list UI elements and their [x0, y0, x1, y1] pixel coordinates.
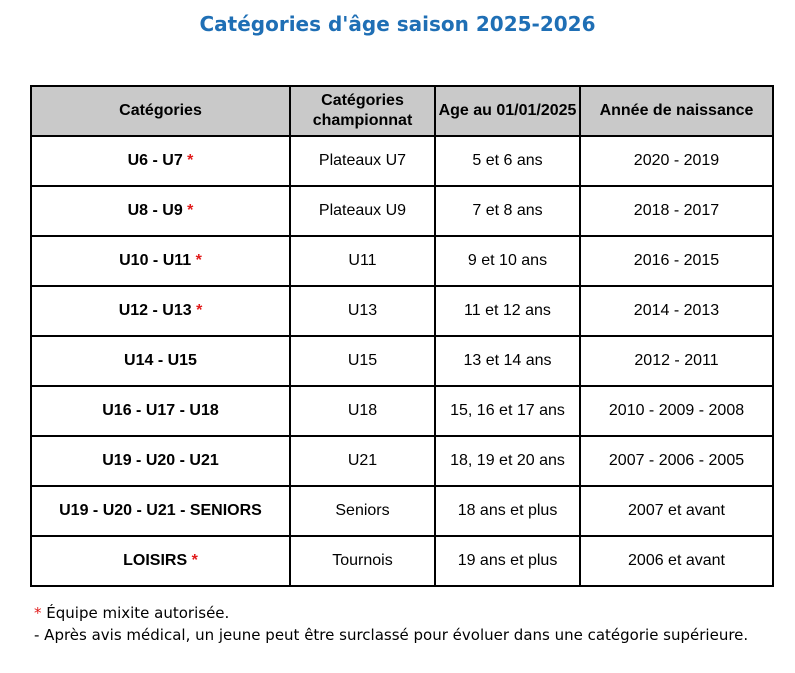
cell-categorie-text: U19 - U20 - U21 - SENIORS — [59, 502, 262, 519]
cell-championnat: U21 — [289, 435, 436, 487]
cell-categorie: U6 - U7 * — [30, 135, 291, 187]
table-row: U12 - U13 * U13 11 et 12 ans 2014 - 2013 — [30, 285, 774, 337]
cell-categorie: U19 - U20 - U21 - SENIORS — [30, 485, 291, 537]
cell-championnat: Plateaux U7 — [289, 135, 436, 187]
cell-categorie-text: U6 - U7 — [127, 152, 183, 169]
cell-naissance: 2006 et avant — [579, 535, 774, 587]
cell-categorie: U12 - U13 * — [30, 285, 291, 337]
cell-naissance: 2007 et avant — [579, 485, 774, 537]
mixite-star: * — [187, 152, 194, 169]
cell-naissance-text: 2012 - 2011 — [634, 352, 719, 369]
cell-categorie: U14 - U15 — [30, 335, 291, 387]
footnote-mixite: * Équipe mixite autorisée. — [34, 602, 774, 624]
cell-age: 11 et 12 ans — [434, 285, 581, 337]
cell-age-text: 9 et 10 ans — [467, 252, 548, 269]
header-categories: Catégories — [30, 85, 291, 137]
table-row: U14 - U15 U15 13 et 14 ans 2012 - 2011 — [30, 335, 774, 387]
cell-categorie: U10 - U11 * — [30, 235, 291, 287]
cell-age: 7 et 8 ans — [434, 185, 581, 237]
cell-age-text: 7 et 8 ans — [472, 202, 543, 219]
cell-naissance: 2010 - 2009 - 2008 — [579, 385, 774, 437]
header-categories-championnat: Catégories championnat — [289, 85, 436, 137]
cell-naissance: 2016 - 2015 — [579, 235, 774, 287]
cell-championnat: Seniors — [289, 485, 436, 537]
cell-categorie-text: U14 - U15 — [124, 352, 197, 369]
cell-naissance: 2014 - 2013 — [579, 285, 774, 337]
cell-naissance: 2018 - 2017 — [579, 185, 774, 237]
header-annee-naissance: Année de naissance — [579, 85, 774, 137]
cell-championnat-text: U21 — [347, 452, 378, 469]
mixite-star: * — [195, 252, 202, 269]
footnote-mixite-text: Équipe mixite autorisée. — [41, 604, 230, 622]
mixite-star: * — [187, 202, 194, 219]
table-row: U19 - U20 - U21 U21 18, 19 et 20 ans 2007 … — [30, 435, 774, 487]
table-row: U19 - U20 - U21 - SENIORS Seniors 18 ans … — [30, 485, 774, 537]
categories-table: Catégories Catégories championnat Age au… — [30, 85, 774, 587]
cell-championnat-text: U11 — [348, 252, 377, 269]
cell-age-text: 18 ans et plus — [457, 502, 558, 519]
cell-age-text: 19 ans et plus — [457, 552, 558, 569]
footnotes: * Équipe mixite autorisée. - Après avis … — [34, 602, 774, 646]
cell-naissance-text: 2016 - 2015 — [633, 252, 720, 269]
cell-championnat-text: Plateaux U9 — [318, 202, 407, 219]
cell-age-text: 13 et 14 ans — [463, 352, 552, 369]
cell-championnat-text: Seniors — [335, 502, 390, 519]
cell-championnat-text: U15 — [347, 352, 378, 369]
cell-categorie: U8 - U9 * — [30, 185, 291, 237]
cell-age-text: 18, 19 et 20 ans — [450, 452, 565, 469]
cell-age-text: 11 et 12 ans — [464, 302, 551, 319]
table-row: U10 - U11 * U11 9 et 10 ans 2016 - 2015 — [30, 235, 774, 287]
cell-categorie-text: U10 - U11 — [119, 252, 192, 269]
cell-championnat-text: U18 — [347, 402, 378, 419]
cell-naissance: 2007 - 2006 - 2005 — [579, 435, 774, 487]
footnote-surclassement: - Après avis médical, un jeune peut être… — [34, 626, 749, 644]
table-row: LOISIRS * Tournois 19 ans et plus 2006 et a… — [30, 535, 774, 587]
cell-naissance-text: 2006 et avant — [628, 552, 725, 569]
table-row: U6 - U7 * Plateaux U7 5 et 6 ans 2020 - 201… — [30, 135, 774, 187]
cell-naissance-text: 2007 - 2006 - 2005 — [608, 452, 745, 469]
cell-age: 19 ans et plus — [434, 535, 581, 587]
cell-championnat-text: U13 — [347, 302, 378, 319]
table-header-row: Catégories Catégories championnat Age au… — [30, 85, 774, 137]
cell-championnat: Plateaux U9 — [289, 185, 436, 237]
cell-age: 15, 16 et 17 ans — [434, 385, 581, 437]
cell-categorie-text: U12 - U13 — [118, 302, 192, 319]
cell-naissance: 2020 - 2019 — [579, 135, 774, 187]
table-row: U16 - U17 - U18 U18 15, 16 et 17 ans 2010 … — [30, 385, 774, 437]
header-age: Age au 01/01/2025 — [434, 85, 581, 137]
cell-categorie-text: U16 - U17 - U18 — [102, 402, 219, 419]
cell-naissance-text: 2018 - 2017 — [633, 202, 720, 219]
cell-championnat-text: Plateaux U7 — [318, 152, 407, 169]
table-row: U8 - U9 * Plateaux U9 7 et 8 ans 2018 - 201… — [30, 185, 774, 237]
cell-age: 18 ans et plus — [434, 485, 581, 537]
cell-naissance: 2012 - 2011 — [579, 335, 774, 387]
cell-championnat: U18 — [289, 385, 436, 437]
cell-categorie: U19 - U20 - U21 — [30, 435, 291, 487]
cell-championnat-text: Tournois — [332, 552, 393, 569]
cell-categorie: U16 - U17 - U18 — [30, 385, 291, 437]
cell-categorie-text: U8 - U9 — [127, 202, 183, 219]
cell-age-text: 15, 16 et 17 ans — [450, 402, 565, 419]
footnote-star: * — [34, 604, 42, 622]
cell-age: 18, 19 et 20 ans — [434, 435, 581, 487]
cell-age: 5 et 6 ans — [434, 135, 581, 187]
cell-categorie-text: LOISIRS — [123, 552, 188, 569]
cell-categorie-text: U19 - U20 - U21 — [102, 452, 219, 469]
cell-championnat: U15 — [289, 335, 436, 387]
mixite-star: * — [191, 552, 198, 569]
cell-categorie: LOISIRS * — [30, 535, 291, 587]
cell-naissance-text: 2010 - 2009 - 2008 — [608, 402, 745, 419]
cell-championnat: U13 — [289, 285, 436, 337]
cell-naissance-text: 2014 - 2013 — [633, 302, 720, 319]
cell-age: 13 et 14 ans — [434, 335, 581, 387]
cell-naissance-text: 2007 et avant — [628, 502, 725, 519]
mixite-star: * — [196, 302, 203, 319]
page-title: Catégories d'âge saison 2025-2026 — [199, 12, 596, 36]
cell-age-text: 5 et 6 ans — [472, 152, 543, 169]
cell-championnat: U11 — [289, 235, 436, 287]
cell-championnat: Tournois — [289, 535, 436, 587]
cell-naissance-text: 2020 - 2019 — [633, 152, 720, 169]
cell-age: 9 et 10 ans — [434, 235, 581, 287]
